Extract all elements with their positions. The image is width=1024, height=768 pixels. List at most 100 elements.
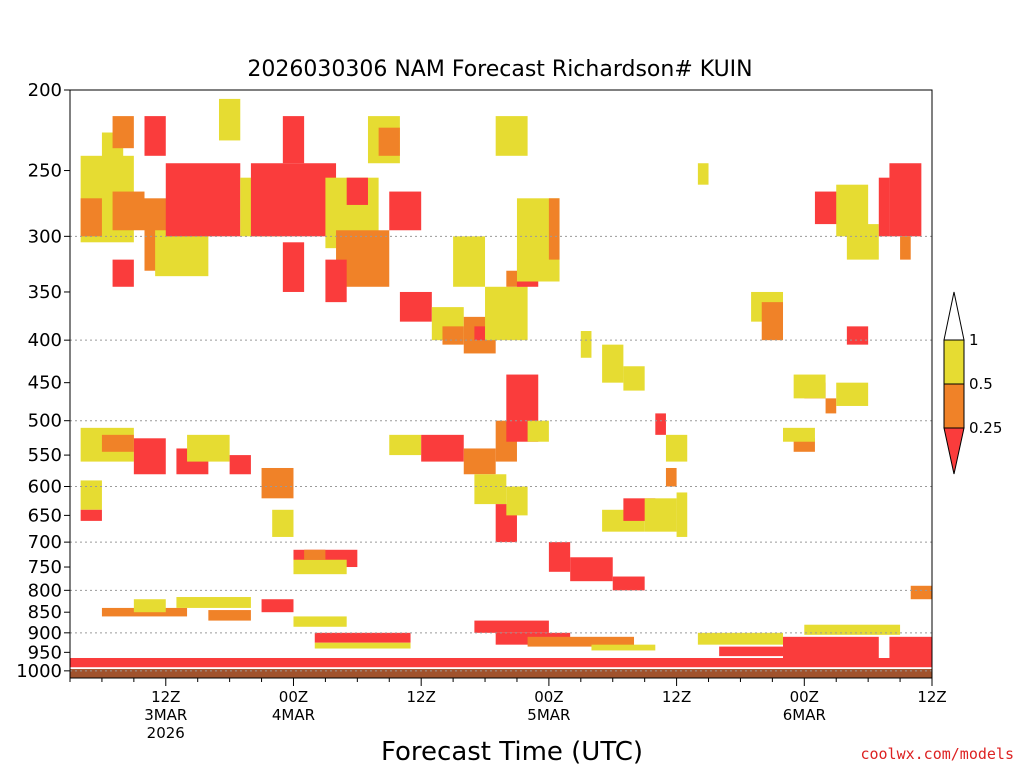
- heatmap-cell-28: [453, 236, 486, 287]
- heatmap-cell-4: [112, 191, 145, 231]
- x-tick-label-36-0: 12Z: [406, 688, 435, 706]
- heatmap-cell-110: [889, 636, 932, 660]
- grid-layer: [70, 235, 932, 672]
- y-axis: 200 250 300 350 400 450 500 550 600 650 700 7508008…: [16, 80, 70, 682]
- x-tick-label-48-1: 5MAR: [527, 706, 570, 724]
- x-tick-label-72-0: 00Z: [790, 688, 819, 706]
- y-tick-label-750: 750: [28, 557, 62, 578]
- heatmap-cell-109: [804, 624, 901, 635]
- heatmap-cell-82: [655, 413, 666, 435]
- heatmap-cell-98: [261, 599, 294, 613]
- x-tick-label-12-1: 3MAR: [144, 706, 187, 724]
- y-tick-label-600: 600: [28, 476, 62, 497]
- heatmap-cell-88: [783, 427, 815, 442]
- x-tick-label-60-0: 12Z: [662, 688, 691, 706]
- y-tick-label-500: 500: [28, 411, 62, 432]
- heatmap-cell-74: [527, 420, 549, 442]
- heatmap-cell-85: [612, 576, 645, 591]
- heatmap-cell-44: [889, 163, 922, 237]
- heatmap-cell-56: [101, 434, 134, 452]
- heatmap-cell-107: [719, 646, 784, 657]
- plot-frame: [69, 89, 933, 679]
- heatmap-cell-62: [229, 455, 251, 475]
- heatmap-cell-19: [325, 259, 347, 303]
- heatmap-cell-6: [144, 116, 166, 156]
- heatmap-cell-33: [548, 198, 560, 260]
- y-tick-label-350: 350: [28, 282, 62, 303]
- heatmap-cell-9: [165, 163, 241, 237]
- heatmap-cell-93: [975, 562, 986, 590]
- heatmap-cell-77: [548, 542, 571, 572]
- y-tick-label-450: 450: [28, 373, 62, 394]
- heatmap-cell-71: [474, 474, 507, 505]
- heatmap-cell-22: [399, 291, 432, 322]
- legend: 1 0.5 0.25: [943, 291, 1002, 475]
- heatmap-cell-57: [133, 438, 166, 475]
- heatmap-cell-12: [250, 163, 337, 237]
- plot-area: [70, 98, 986, 678]
- heatmap-cell-17: [346, 177, 368, 205]
- y-tick-label-400: 400: [28, 330, 62, 351]
- legend-top-arrow: [943, 291, 965, 341]
- heatmap-cell-108: [783, 636, 879, 660]
- y-tick-label-850: 850: [28, 602, 62, 623]
- heatmap-cell-92: [964, 586, 985, 604]
- heatmap-cell-50: [793, 374, 826, 399]
- heatmap-cell-18: [389, 191, 422, 231]
- heatmap-cell-52: [836, 382, 869, 406]
- heatmap-cell-111: [70, 657, 932, 668]
- heatmap-cell-26: [474, 326, 486, 341]
- heatmap-cell-21: [378, 127, 400, 156]
- x-tick-label-84-0: 12Z: [917, 688, 946, 706]
- heatmap-cell-106: [697, 632, 784, 645]
- heatmap-cell-102: [474, 620, 549, 633]
- heatmap-cell-105: [591, 644, 656, 651]
- heatmap-cell-42: [846, 224, 879, 260]
- y-tick-label-550: 550: [28, 445, 62, 466]
- heatmap-cell-69: [421, 434, 464, 462]
- heatmap-cell-5: [112, 259, 134, 287]
- heatmap-cell-70: [463, 448, 496, 475]
- watermark: coolwx.com/models: [860, 745, 1014, 763]
- y-tick-label-1000: 1000: [16, 661, 62, 682]
- heatmap-cell-43: [878, 177, 890, 237]
- heatmap-cell-14: [282, 242, 305, 292]
- heatmap-cell-8: [155, 230, 209, 277]
- heatmap-cell-2: [112, 116, 134, 149]
- heatmap-cell-86: [676, 492, 688, 537]
- heatmap-cell-90: [910, 585, 932, 600]
- x-tick-label-72-1: 6MAR: [783, 706, 826, 724]
- heatmap-cell-61: [187, 434, 230, 462]
- heatmap-cell-51: [825, 398, 837, 414]
- legend-label-0: 1: [969, 331, 979, 349]
- heatmap-cell-96: [176, 597, 251, 608]
- heatmap-cell-48: [846, 326, 869, 345]
- heatmap-cell-24: [442, 326, 464, 345]
- heatmap-cell-81: [644, 498, 677, 532]
- chart-title: 2026030306 NAM Forecast Richardson# KUIN: [247, 57, 752, 82]
- x-tick-label-12-2: 2026: [147, 724, 185, 742]
- heatmap-cell-36: [623, 366, 645, 391]
- y-tick-label-800: 800: [28, 580, 62, 601]
- heatmap-cell-99: [293, 616, 347, 627]
- y-tick-label-650: 650: [28, 505, 62, 526]
- heatmap-cell-84: [665, 467, 677, 487]
- heatmap-cell-64: [272, 509, 294, 537]
- heatmap-cell-11: [218, 98, 241, 141]
- heatmap-cell-76: [506, 486, 528, 516]
- x-axis-label: Forecast Time (UTC): [381, 737, 643, 767]
- y-tick-label-250: 250: [28, 161, 62, 182]
- x-tick-label-24-0: 00Z: [279, 688, 308, 706]
- heatmap-cell-67: [304, 549, 326, 560]
- heatmap-cell-100: [314, 632, 411, 643]
- heatmap-cell-47: [964, 242, 985, 265]
- heatmap-cell-89: [932, 604, 953, 621]
- x-tick-label-48-0: 00Z: [534, 688, 563, 706]
- heatmap-cell-63: [261, 467, 294, 499]
- heatmap-cell-39: [761, 302, 784, 341]
- heatmap-cell-101: [314, 642, 411, 649]
- heatmap-cell-59: [80, 509, 102, 521]
- heatmap-cell-45: [900, 236, 911, 260]
- heatmap-cell-104: [527, 636, 635, 647]
